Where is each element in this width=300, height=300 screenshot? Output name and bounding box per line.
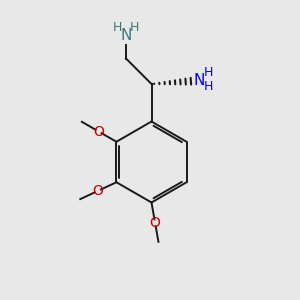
Text: H: H	[204, 80, 213, 93]
Text: O: O	[92, 184, 104, 198]
Text: O: O	[150, 216, 160, 230]
Text: O: O	[93, 124, 104, 139]
Text: N: N	[120, 28, 132, 43]
Text: H: H	[204, 66, 213, 80]
Text: H: H	[113, 20, 122, 34]
Text: H: H	[130, 20, 139, 34]
Text: N: N	[193, 73, 205, 88]
